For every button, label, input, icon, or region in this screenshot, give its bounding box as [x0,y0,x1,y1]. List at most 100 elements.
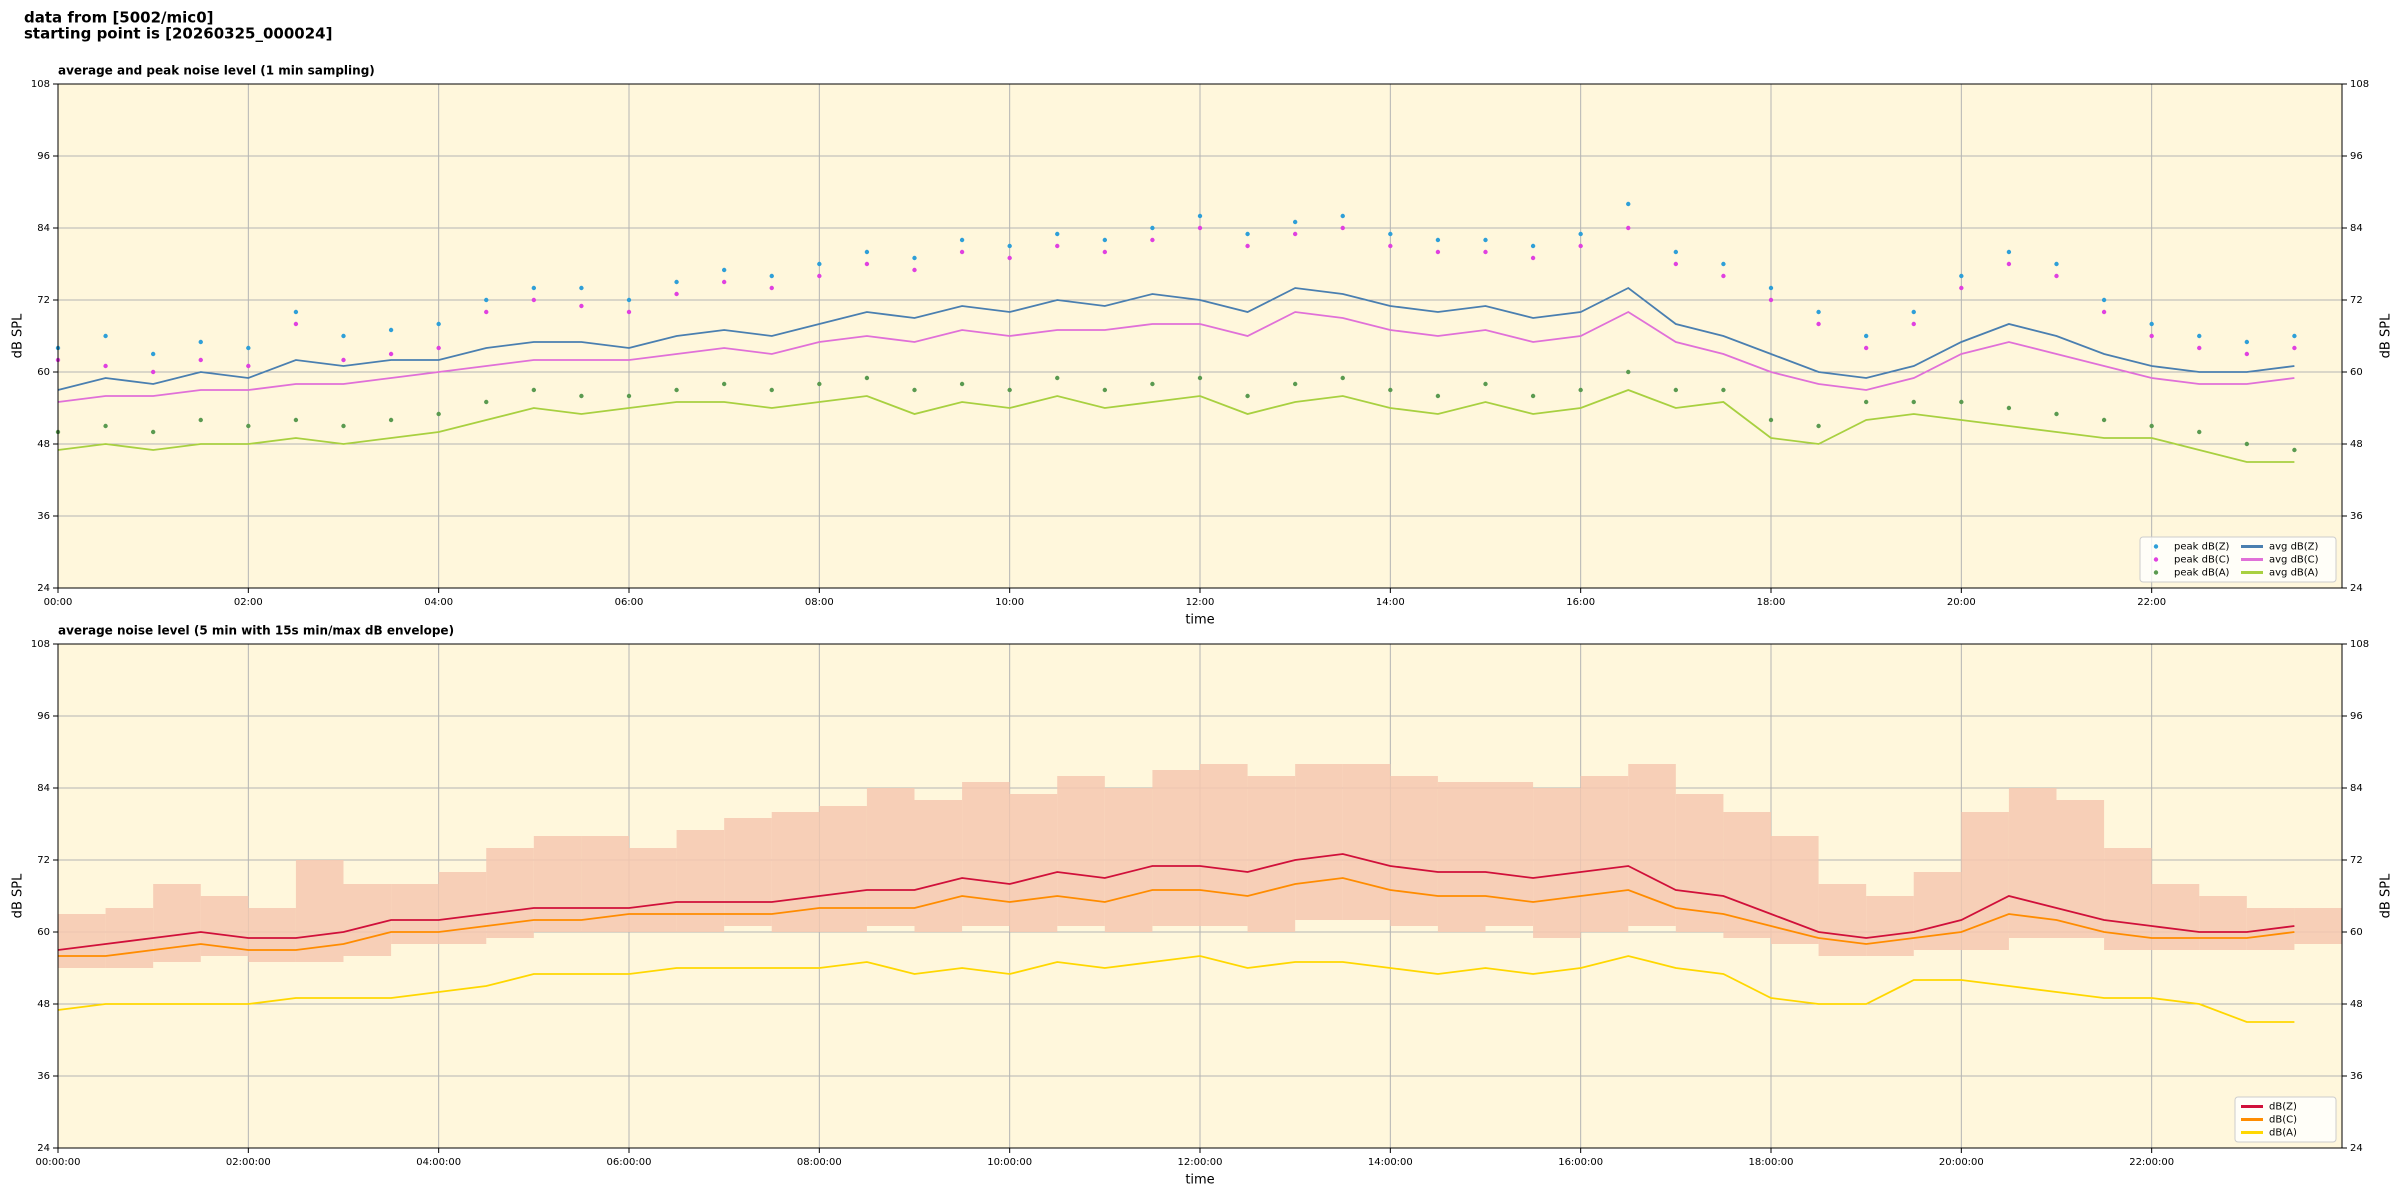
peak-point [1435,393,1441,399]
peak-point [2149,321,2154,327]
y-tick-label: 72 [37,295,50,306]
x-tick-label: 00:00:00 [36,1157,81,1168]
envelope [1818,884,1867,956]
x-tick-label: 06:00:00 [607,1157,652,1168]
peak-point [2292,333,2297,339]
legend-label: dB(Z) [2269,1102,2297,1113]
peak-point [1721,273,1726,279]
x-tick-label: 08:00:00 [797,1157,842,1168]
y-tick-label: 24 [2350,583,2363,594]
peak-point [1388,231,1393,237]
peak-point [341,333,346,339]
envelope [1533,788,1581,938]
envelope [1342,764,1391,920]
x-tick-label: 20:00 [1947,597,1976,608]
x-tick-label: 16:00:00 [1558,1157,1603,1168]
peak-point [626,297,632,303]
y-tick-label: 36 [2350,511,2363,522]
envelope [1913,872,1962,950]
peak-point [1721,387,1726,393]
peak-point [1673,387,1679,393]
y-tick-label: 72 [2350,855,2363,866]
peak-point [531,297,537,303]
envelope [1485,782,1534,926]
peak-point [1055,243,1060,249]
envelope [1580,776,1629,932]
axes-frame [57,83,2343,589]
peak-point [817,381,822,387]
envelope [629,848,677,932]
axes-frame [57,643,2343,1149]
peak-point [1863,399,1869,405]
peak-point [293,321,299,327]
peak-point [2006,261,2012,267]
x-tick-label: 20:00:00 [1939,1157,1984,1168]
y-tick-label: 48 [2350,999,2363,1010]
envelope [819,806,867,932]
peak-point [1768,297,1774,303]
y-tick-label: 108 [2350,79,2369,90]
envelope [1723,812,1771,938]
series-line [58,877,2295,957]
peak-point [1816,309,1821,315]
x-tick-label: 02:00 [234,597,263,608]
y-tick-label: 24 [2350,1143,2363,1154]
peak-point [388,327,394,333]
envelope [533,836,582,932]
peak-point [1959,285,1964,291]
peak-point [1578,387,1583,393]
peak-point [579,393,584,399]
x-tick-label: 12:00:00 [1178,1157,1223,1168]
envelope [1628,764,1676,926]
peak-point [484,297,489,303]
peak-point [2292,447,2297,453]
peak-point [246,345,251,351]
peak-point [1340,225,1345,231]
peak-point [198,417,203,423]
peak-point [579,285,584,291]
peak-point [1150,237,1155,243]
envelope [1961,812,2009,950]
y-tick-label: 96 [2350,151,2363,162]
peak-point [1245,231,1250,237]
peak-point [2197,333,2202,339]
series-line [57,286,2295,391]
y-tick-label: 72 [37,855,50,866]
envelope [914,800,963,932]
y-tick-label: 48 [2350,439,2363,450]
x-tick-label: 06:00 [615,597,644,608]
series-line [57,310,2295,403]
peak-point [1102,249,1108,255]
peak-point [1292,219,1298,225]
peak-point [2197,345,2202,351]
peak-point [436,411,441,417]
peak-point [2292,345,2297,351]
y-tick-label: 96 [37,711,50,722]
peak-point [1388,387,1393,393]
y-tick-label: 36 [37,1071,50,1082]
envelope [58,914,106,968]
peak-point [1055,231,1060,237]
y-tick-label: 84 [37,783,50,794]
peak-point [1340,375,1345,381]
legend-marker [2153,570,2159,575]
peak-point [912,387,917,393]
peak-point [959,237,965,243]
x-tick-label: 22:00 [2137,597,2166,608]
peak-point [103,363,108,369]
peak-point [769,273,774,279]
peak-point [626,309,632,315]
peak-point [1007,243,1012,249]
peak-point [1435,237,1441,243]
envelope [2199,896,2247,950]
peak-point [1816,321,1821,327]
legend-label: avg dB(C) [2269,555,2319,566]
peak-point [198,339,203,345]
x-tick-label: 04:00 [424,597,453,608]
x-tick-label: 04:00:00 [416,1157,461,1168]
peak-point [1340,213,1345,219]
peak-point [1055,375,1060,381]
peak-point [1673,261,1679,267]
peak-point [626,393,632,399]
y-tick-label: 108 [2350,639,2369,650]
